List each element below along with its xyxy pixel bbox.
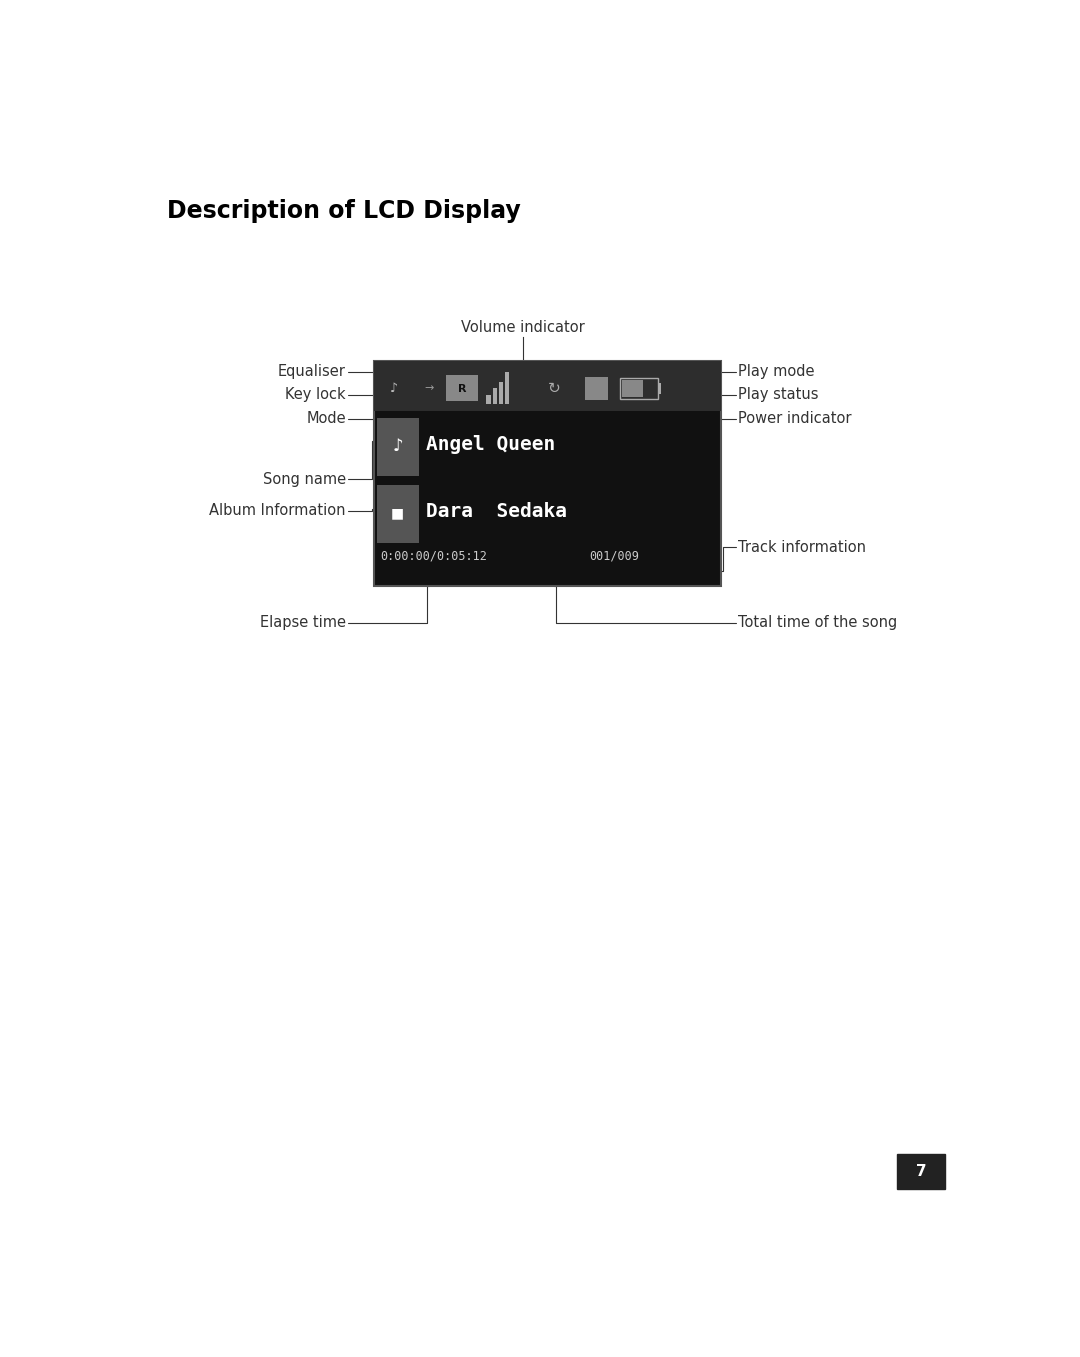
Text: ■: ■ <box>391 506 404 520</box>
Bar <box>377 418 419 476</box>
Bar <box>896 1155 945 1189</box>
Text: ♪: ♪ <box>390 383 399 395</box>
Bar <box>585 377 608 400</box>
Bar <box>446 375 477 402</box>
Text: Volume indicator: Volume indicator <box>461 320 584 335</box>
Text: Album Information: Album Information <box>210 503 346 518</box>
Text: 7: 7 <box>916 1164 927 1179</box>
Text: Mode: Mode <box>307 411 346 426</box>
Bar <box>505 372 510 404</box>
Bar <box>622 380 643 396</box>
Text: Key lock: Key lock <box>285 387 346 402</box>
Text: Elapse time: Elapse time <box>260 615 346 630</box>
Text: R: R <box>458 384 467 394</box>
Bar <box>374 361 720 411</box>
Text: Total time of the song: Total time of the song <box>738 615 896 630</box>
Text: Description of LCD Display: Description of LCD Display <box>166 199 521 224</box>
Text: Track information: Track information <box>738 540 866 555</box>
Bar <box>499 381 503 404</box>
Text: ♪: ♪ <box>392 437 403 455</box>
Bar <box>377 484 419 543</box>
Bar <box>486 395 490 404</box>
Text: Play mode: Play mode <box>738 364 814 380</box>
Text: 001/009: 001/009 <box>589 550 638 562</box>
Text: Power indicator: Power indicator <box>738 411 851 426</box>
Text: Equaliser: Equaliser <box>278 364 346 380</box>
Bar <box>659 383 661 394</box>
Bar <box>620 379 659 399</box>
Text: Play status: Play status <box>738 387 819 402</box>
Bar <box>374 361 720 586</box>
Text: →: → <box>424 384 434 394</box>
Text: ↻: ↻ <box>548 381 561 396</box>
Text: 0:00:00/0:05:12: 0:00:00/0:05:12 <box>380 550 487 562</box>
Text: Song name: Song name <box>262 472 346 487</box>
Bar <box>492 388 497 404</box>
Text: Dara  Sedaka: Dara Sedaka <box>426 502 567 521</box>
Text: Angel Queen: Angel Queen <box>426 436 555 455</box>
